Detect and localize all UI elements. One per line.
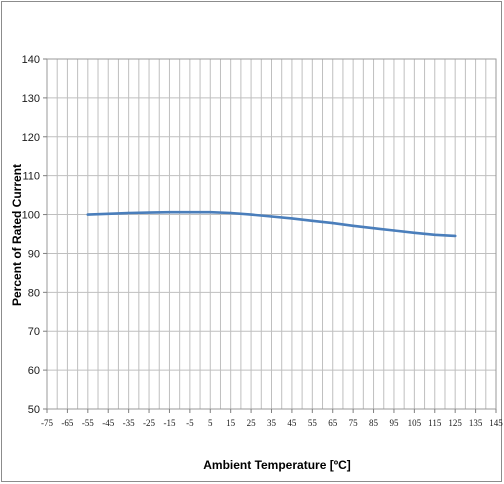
x-tick-label: 5 (208, 418, 213, 428)
x-tick-label: 145 (489, 418, 503, 428)
x-tick-label: 75 (349, 418, 359, 428)
x-tick-label: -35 (123, 418, 135, 428)
x-tick-label: -5 (186, 418, 194, 428)
data-point (209, 211, 212, 214)
x-tick-label: 95 (389, 418, 399, 428)
x-tick-label: -75 (41, 418, 53, 428)
x-tick-labels: -75 -65 -55 -45 -35 -25 -15 -5 5 15 25 35 45 55 65 75 85… (41, 409, 503, 428)
y-tick-label: 50 (28, 404, 40, 416)
data-point (392, 229, 396, 232)
data-point (433, 233, 436, 236)
data-point (107, 212, 110, 215)
data-point (372, 226, 375, 230)
x-tick-label: 85 (369, 418, 379, 428)
data-point (168, 211, 171, 214)
x-tick-label: -65 (61, 418, 73, 428)
data-point (290, 217, 294, 220)
data-point (351, 224, 355, 228)
y-tick-label: 70 (28, 326, 40, 338)
x-tick-label: 65 (328, 418, 338, 428)
data-point (331, 221, 334, 225)
data-point (311, 219, 314, 222)
y-tick-label: 100 (22, 210, 40, 222)
x-tick-label: -25 (143, 418, 155, 428)
y-tick-labels: 50 60 70 80 90 100 110 120 130 140 (22, 54, 47, 416)
x-tick-label: -15 (163, 418, 175, 428)
x-tick-label: -55 (82, 418, 94, 428)
x-tick-label: 25 (247, 418, 257, 428)
data-point (147, 211, 151, 214)
data-point (86, 213, 90, 216)
series (86, 210, 457, 238)
x-axis-title: Ambient Temperature [ºC] (203, 458, 351, 472)
data-point (270, 215, 273, 218)
data-point (188, 211, 192, 214)
y-tick-label: 120 (22, 132, 40, 144)
x-tick-label: 55 (308, 418, 318, 428)
y-tick-label: 90 (28, 248, 40, 260)
y-tick-label: 110 (22, 171, 40, 183)
x-tick-label: 115 (428, 418, 442, 428)
y-tick-label: 60 (28, 365, 40, 377)
y-tick-label: 130 (22, 93, 40, 105)
y-axis-title: Percent of Rated Current (10, 164, 24, 306)
x-tick-label: 15 (226, 418, 236, 428)
x-tick-label: 35 (267, 418, 277, 428)
x-tick-label: 125 (448, 418, 462, 428)
data-point (229, 211, 232, 215)
x-tick-label: 135 (469, 418, 483, 428)
data-point (127, 211, 130, 215)
data-point (413, 231, 416, 235)
x-tick-label: -45 (102, 418, 114, 428)
x-tick-label: 45 (287, 418, 297, 428)
y-tick-label: 140 (22, 54, 40, 66)
y-tick-label: 80 (28, 287, 40, 299)
x-tick-label: 105 (408, 418, 422, 428)
data-point (453, 234, 457, 238)
data-point (249, 213, 253, 216)
